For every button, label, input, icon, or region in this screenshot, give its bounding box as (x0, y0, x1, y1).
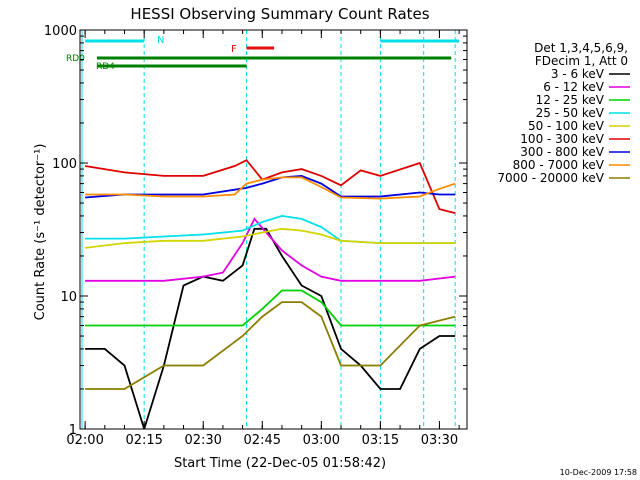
legend-label: 50 - 100 keV (528, 119, 605, 133)
flag-label: RD4 (96, 62, 115, 72)
series-line (85, 176, 456, 200)
legend-label: 6 - 12 keV (543, 80, 605, 94)
legend-label: 3 - 6 keV (551, 67, 605, 81)
legend-label: 7000 - 20000 keV (497, 171, 604, 185)
legend-label: 300 - 800 keV (520, 145, 604, 159)
x-tick-label: 03:15 (362, 433, 399, 448)
x-tick-label: 03:00 (303, 433, 340, 448)
flag-bars: N F RD0 RD4 (66, 35, 460, 72)
y-tick-label: 1 (69, 423, 77, 438)
y-axis-label: Count Rate (s⁻¹ detector⁻¹) (33, 144, 48, 321)
transition-lines (81, 30, 456, 429)
y-tick-label: 1000 (44, 24, 77, 39)
series-line (85, 301, 456, 390)
series-line (85, 227, 456, 429)
flag-label: F (231, 44, 237, 55)
legend-title: FDecim 1, Att 0 (535, 54, 628, 68)
series-line (85, 217, 456, 282)
y-tick-label: 100 (52, 157, 77, 172)
plot-frame (79, 29, 468, 430)
x-axis-label: Start Time (22-Dec-05 01:58:42) (174, 456, 386, 471)
x-tick-label: 02:15 (125, 433, 162, 448)
series-line (85, 214, 456, 245)
legend-label: 12 - 25 keV (536, 93, 605, 107)
y-tick-label: 10 (60, 290, 77, 305)
series-line (84, 227, 456, 249)
series-lines (84, 159, 456, 429)
legend-title: Det 1,3,4,5,6,9, (534, 41, 628, 55)
axes: 02:00 02:15 02:30 02:45 03:00 03:15 03:30 1 10 10… (44, 24, 467, 448)
x-tick-label: 02:45 (244, 433, 281, 448)
legend-label: 800 - 7000 keV (513, 158, 605, 172)
footer-timestamp: 10-Dec-2009 17:58 (560, 468, 637, 477)
chart-title: HESSI Observing Summary Count Rates (130, 5, 429, 23)
x-tick-label: 02:00 (66, 433, 103, 448)
legend: Det 1,3,4,5,6,9,FDecim 1, Att 03 - 6 keV… (497, 41, 630, 185)
legend-label: 100 - 300 keV (520, 132, 604, 146)
flag-label: RD0 (66, 54, 85, 64)
flag-label: N (157, 35, 164, 46)
series-line (84, 159, 456, 214)
series-line (85, 289, 456, 327)
legend-label: 25 - 50 keV (536, 106, 605, 120)
x-tick-label: 03:30 (421, 433, 458, 448)
x-tick-label: 02:30 (184, 433, 221, 448)
